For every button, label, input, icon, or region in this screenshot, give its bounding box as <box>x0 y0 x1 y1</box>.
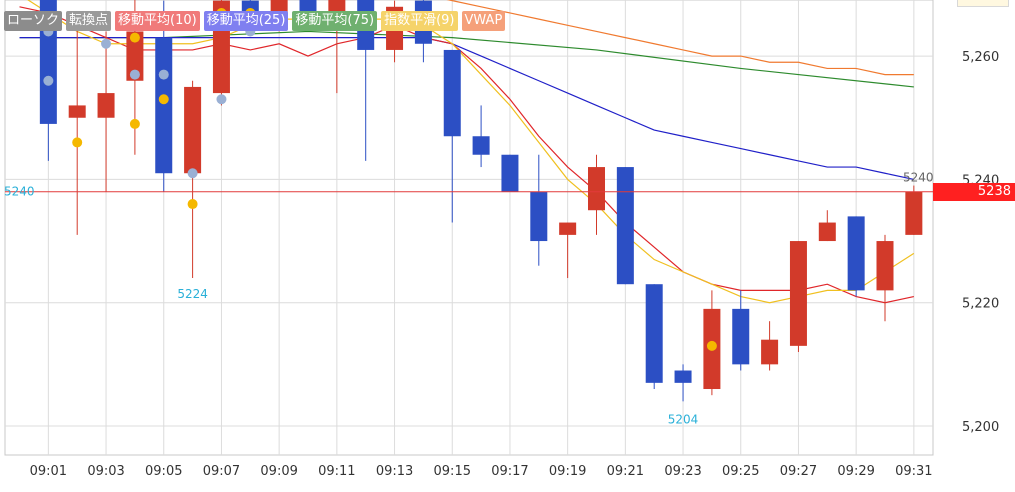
legend: ローソク 転換点 移動平均(10) 移動平均(25) 移動平均(75) 指数平滑… <box>4 11 506 31</box>
candle-body <box>68 105 86 118</box>
vwap-line <box>446 0 914 76</box>
x-tick-label: 09:29 <box>837 464 874 479</box>
y-tick-label: 5,260 <box>962 50 999 65</box>
x-tick-label: 09:23 <box>664 464 701 479</box>
y-tick-label: 5,220 <box>962 297 999 312</box>
chart-grid <box>4 0 934 456</box>
plot-area <box>4 0 934 456</box>
candle-body <box>876 241 894 291</box>
x-tick-label: 09:07 <box>203 464 240 479</box>
turning-point-marker <box>158 69 169 80</box>
legend-candles-toggle[interactable]: ローソク <box>4 11 63 31</box>
price-annotations: 5327528952245204 <box>177 287 699 426</box>
candle-body <box>789 241 807 346</box>
price-annotation: 5224 <box>177 287 208 301</box>
turning-point-marker <box>129 118 140 129</box>
candle-body <box>472 136 490 155</box>
panel-handle[interactable] <box>957 0 1009 7</box>
candle-body <box>443 49 461 137</box>
legend-ma25-toggle[interactable]: 移動平均(25) <box>203 11 289 31</box>
x-tick-label: 09:17 <box>491 464 528 479</box>
turning-point-marker <box>187 168 198 179</box>
legend-turning-points-toggle[interactable]: 転換点 <box>66 11 112 31</box>
candle-body <box>126 31 144 81</box>
candle-body <box>530 191 548 242</box>
x-tick-label: 09:19 <box>549 464 586 479</box>
candle-body <box>299 0 317 13</box>
turning-point-marker <box>43 75 54 86</box>
x-tick-label: 09:15 <box>434 464 471 479</box>
cursor-left-label: 5240 <box>4 185 35 199</box>
candle-body <box>674 370 692 383</box>
candle-body <box>645 284 663 383</box>
x-tick-label: 09:11 <box>318 464 355 479</box>
legend-ma10-toggle[interactable]: 移動平均(10) <box>115 11 200 31</box>
candle-body <box>588 167 605 211</box>
x-tick-label: 09:13 <box>376 464 413 479</box>
price-annotation: 5204 <box>668 412 699 426</box>
turning-point-marker <box>72 137 83 148</box>
x-tick-label: 09:09 <box>260 464 297 479</box>
candle-body <box>155 37 173 174</box>
cursor-right-label: 5240 <box>903 171 934 185</box>
x-tick-label: 09:25 <box>722 464 759 479</box>
candle-body <box>184 86 202 174</box>
candle-body <box>905 191 923 235</box>
y-tick-label: 5,200 <box>962 420 999 435</box>
turning-point-marker <box>129 69 140 80</box>
candle-body <box>847 216 865 291</box>
turning-point-marker <box>706 340 717 351</box>
candle-body <box>501 154 519 192</box>
x-tick-label: 09:31 <box>895 464 932 479</box>
candle-body <box>616 167 634 285</box>
turning-point-marker <box>129 32 140 43</box>
candle-body <box>761 339 779 365</box>
x-tick-label: 09:05 <box>145 464 182 479</box>
x-tick-label: 09:21 <box>607 464 644 479</box>
x-tick-label: 09:01 <box>30 464 67 479</box>
x-tick-label: 09:03 <box>87 464 124 479</box>
candle-body <box>328 0 346 13</box>
candle-body <box>97 93 115 118</box>
x-tick-label: 09:27 <box>780 464 817 479</box>
candle-body <box>818 222 836 242</box>
candle-body <box>732 308 750 365</box>
turning-point-marker <box>187 199 198 210</box>
turning-point-marker <box>101 38 112 49</box>
legend-vwap-toggle[interactable]: VWAP <box>461 11 506 31</box>
legend-ema9-toggle[interactable]: 指数平滑(9) <box>381 11 458 31</box>
turning-point-marker <box>216 94 227 105</box>
candle-body <box>559 222 577 235</box>
legend-ma75-toggle[interactable]: 移動平均(75) <box>292 11 378 31</box>
chart-axes: 09:01 09:03 09:05 09:07 09:09 09:11 09:13 09:15… <box>4 50 999 479</box>
current-price-tag: 5238 <box>933 182 1015 201</box>
turning-point-marker <box>158 94 169 105</box>
